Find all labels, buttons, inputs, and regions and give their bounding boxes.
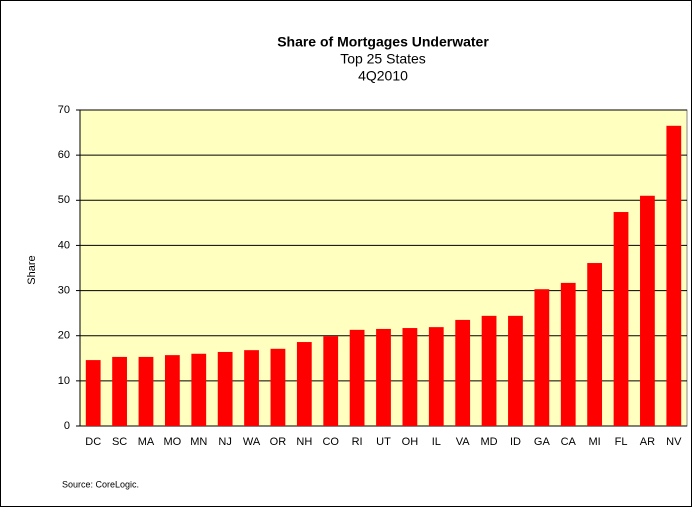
bar	[376, 328, 391, 426]
bar	[85, 360, 101, 426]
bar	[191, 353, 207, 426]
bar	[534, 289, 550, 426]
bar	[640, 195, 655, 426]
y-tick-label: 30	[58, 284, 70, 296]
x-tick-label: MN	[190, 436, 207, 448]
x-tick-label: OR	[270, 436, 287, 448]
bar	[270, 348, 286, 426]
y-tick-label: 20	[58, 330, 70, 342]
y-tick-label: 40	[58, 239, 70, 251]
y-tick-label: 70	[58, 104, 70, 116]
bar	[349, 329, 365, 426]
bar	[560, 282, 576, 426]
bar	[666, 125, 682, 427]
source-note: Source: CoreLogic.	[62, 479, 139, 489]
x-tick-label: VA	[456, 436, 471, 448]
bar	[587, 263, 603, 426]
x-tick-label: FL	[615, 436, 628, 448]
y-tick-label: 0	[64, 420, 70, 432]
bar	[244, 350, 259, 426]
bar	[613, 212, 629, 426]
bar	[217, 351, 233, 426]
x-tick-label: WA	[243, 436, 261, 448]
y-tick-label: 50	[58, 194, 70, 206]
y-tick-label: 60	[58, 149, 70, 161]
bar	[323, 336, 339, 426]
x-tick-label: MO	[164, 436, 182, 448]
bar	[481, 315, 497, 426]
x-tick-label: SC	[112, 436, 127, 448]
x-tick-label: CA	[561, 436, 577, 448]
bar	[508, 315, 523, 426]
y-axis-label: Share	[26, 255, 38, 284]
bar	[455, 319, 471, 426]
chart-subtitle: Top 25 States	[340, 51, 426, 67]
x-tick-label: MI	[589, 436, 601, 448]
x-tick-label: RI	[352, 436, 363, 448]
x-tick-label: ID	[510, 436, 521, 448]
chart-subtitle: 4Q2010	[358, 68, 408, 84]
x-tick-label: OH	[402, 436, 419, 448]
x-tick-label: GA	[534, 436, 551, 448]
bar	[138, 356, 154, 426]
x-tick-label: NJ	[218, 436, 231, 448]
x-tick-label: CO	[322, 436, 339, 448]
x-tick-label: DC	[85, 436, 101, 448]
x-tick-label: AR	[640, 436, 655, 448]
bar	[112, 356, 127, 426]
bar	[164, 355, 180, 426]
x-tick-label: MD	[481, 436, 498, 448]
chart-title: Share of Mortgages Underwater	[277, 34, 489, 50]
x-tick-label: NH	[296, 436, 312, 448]
bar	[402, 328, 418, 426]
bar	[428, 327, 444, 426]
x-tick-label: NV	[666, 436, 682, 448]
x-tick-label: IL	[432, 436, 441, 448]
x-tick-label: MA	[138, 436, 155, 448]
y-tick-label: 10	[58, 375, 70, 387]
x-tick-label: UT	[376, 436, 391, 448]
bar	[296, 342, 312, 426]
